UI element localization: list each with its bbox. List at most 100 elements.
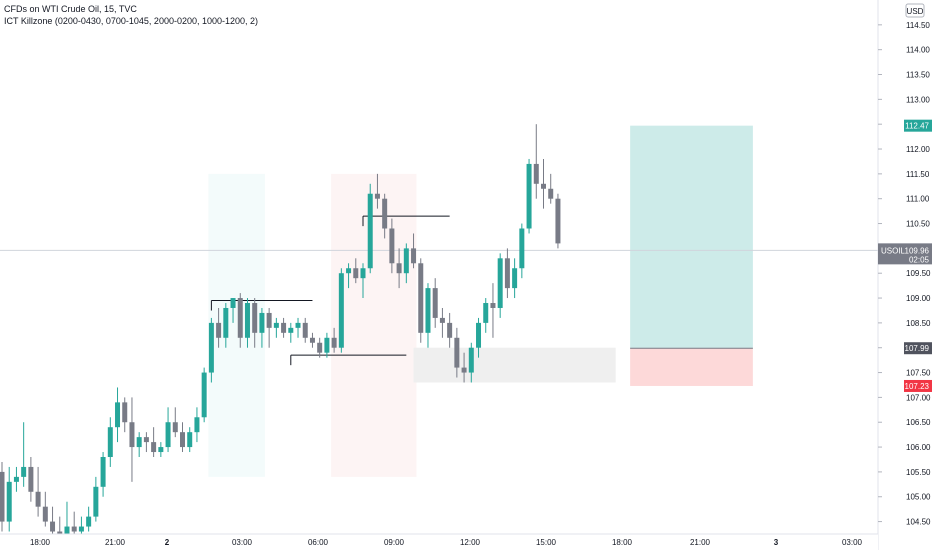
candle-body [35,491,41,507]
candle-body [93,486,99,517]
candle-body [187,432,193,448]
price-tick-label: 109.50 [906,269,931,278]
candle-body [317,342,323,353]
candle-body [302,322,308,338]
candle-body [288,327,294,333]
candle-body [519,228,525,269]
time-tick-label: 03:00 [232,538,253,547]
price-tick-label: 106.00 [906,443,931,452]
candle-body [533,163,539,184]
candle-body [411,248,417,264]
price-tick-label: 107.00 [906,393,931,402]
candle-body [353,268,359,279]
time-tick-label: 18:00 [612,538,633,547]
candle-body [237,298,243,338]
last-price-value: 109.96 [905,246,930,255]
candle-body [216,322,222,338]
price-badge[interactable] [904,342,932,355]
candle-body [512,268,518,289]
price-tick-label: 105.00 [906,493,931,502]
candle-body [64,526,70,537]
indicator-label[interactable]: ICT Killzone (0200-0430, 0700-1045, 2000… [4,16,259,26]
candle-body [273,322,279,328]
price-tick-label: 113.00 [906,95,930,104]
candle-body [244,303,250,338]
candle-body [439,317,445,323]
time-tick-label: 21:00 [105,538,126,547]
candle-body [194,417,200,433]
price-tick-label: 104.50 [906,518,931,527]
time-axis-bg [0,534,878,550]
price-badge-label: 107.99 [905,344,930,353]
candle-body [461,367,467,373]
chart-title[interactable]: CFDs on WTI Crude Oil, 15, TVC [4,4,137,14]
candle-body [526,163,532,229]
candle-body [143,437,149,443]
candle-body [0,471,5,522]
killzone-box [331,173,417,477]
candle-body [281,322,287,333]
candle-body [201,372,207,418]
last-price-badge[interactable] [878,243,932,265]
time-tick-label: 2 [165,538,170,547]
price-tick-label: 105.50 [906,468,931,477]
candle-body [129,422,135,448]
time-tick-label: 21:00 [690,538,711,547]
candle-body [158,447,164,453]
candle-body [230,298,236,308]
price-tick-label: 112.00 [906,145,930,154]
candle-body [483,303,489,323]
candle-body [504,258,510,289]
time-tick-label: 12:00 [460,538,481,547]
candle-body [432,288,438,318]
currency-badge[interactable]: USD [905,3,925,18]
price-badge[interactable] [904,119,932,132]
currency-label: USD [907,7,924,16]
candle-body [223,307,229,338]
time-tick-label: 06:00 [308,538,329,547]
candle-body [266,312,272,328]
candle-body [115,402,121,428]
price-tick-label: 106.50 [906,418,931,427]
chart-legend: CFDs on WTI Crude Oil, 15, TVC ICT Killz… [4,3,258,27]
candle-body [165,422,171,448]
price-badge-label: 112.47 [905,122,929,131]
candle-body [50,521,56,532]
position-stop-zone[interactable] [630,348,753,386]
price-tick-label: 114.00 [906,46,930,55]
time-tick-label: 03:00 [842,538,863,547]
candle-body [78,526,84,532]
candle-body [374,193,380,199]
price-axis[interactable]: 104.50 105.00 105.50 106.00 106.50 107.00 107.… [877,0,932,550]
price-tick-label: 107.50 [906,369,931,378]
price-badge[interactable] [904,379,932,392]
candle-body [86,516,92,527]
candle-body [122,402,128,423]
candle-body [324,337,330,353]
time-tick-label: 15:00 [536,538,557,547]
price-tick-label: 114.50 [906,21,930,30]
price-tick-label: 110.50 [906,220,930,229]
candle-body [555,198,561,244]
candle-body [295,322,301,328]
zones-layer [0,125,878,477]
candle-body [389,228,395,264]
candle-body [403,248,409,274]
candle-body [21,466,27,477]
position-target-zone[interactable] [630,125,753,349]
price-tick-label: 108.50 [906,319,931,328]
time-axis[interactable]: 18:00 21:00 2 03:00 06:00 09:00 12:00 15:00 18:0… [0,533,878,550]
candle-body [338,273,344,348]
price-badge-label: 107.23 [905,382,930,391]
time-tick-label: 18:00 [30,538,51,547]
price-axis-bg [878,0,932,550]
candle-body [6,481,12,522]
candle-body [13,476,19,482]
candle-body [541,183,546,189]
candle-body [180,432,185,448]
candle-body [382,198,388,229]
price-tick-label: 111.50 [906,170,930,179]
currency-badge-box [905,3,925,18]
candle-body [71,526,77,532]
